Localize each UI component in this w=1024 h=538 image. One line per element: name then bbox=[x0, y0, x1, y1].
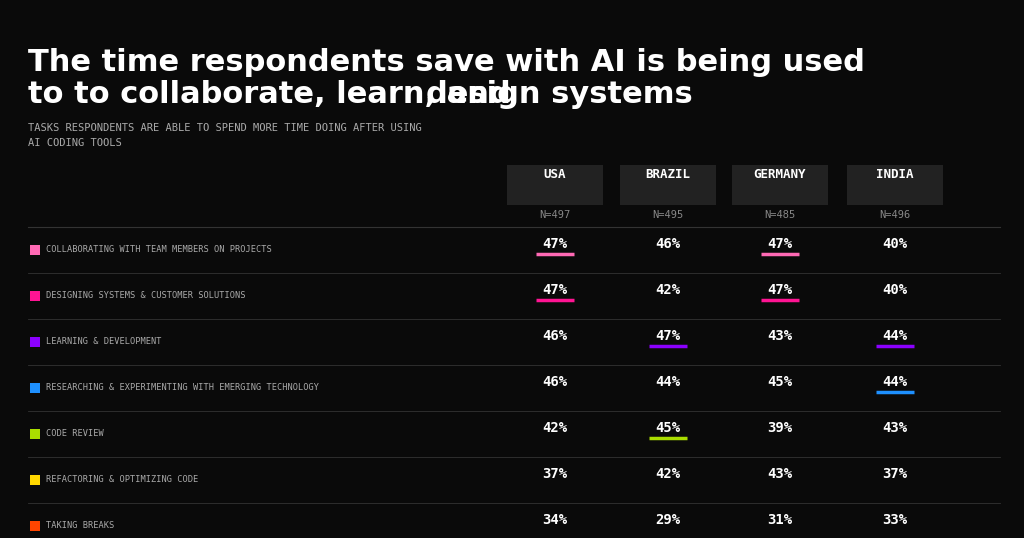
Text: 47%: 47% bbox=[767, 283, 793, 297]
Text: N=497: N=497 bbox=[540, 210, 570, 220]
Text: 42%: 42% bbox=[655, 467, 681, 481]
Text: TAKING BREAKS: TAKING BREAKS bbox=[46, 521, 115, 530]
Text: N=496: N=496 bbox=[880, 210, 910, 220]
Text: to to collaborate, learn, and: to to collaborate, learn, and bbox=[28, 80, 521, 109]
Text: N=485: N=485 bbox=[764, 210, 796, 220]
Text: 47%: 47% bbox=[543, 283, 567, 297]
Text: 43%: 43% bbox=[767, 467, 793, 481]
Text: INDIA: INDIA bbox=[877, 168, 913, 181]
Text: 43%: 43% bbox=[767, 329, 793, 343]
Text: N=495: N=495 bbox=[652, 210, 684, 220]
FancyBboxPatch shape bbox=[732, 165, 828, 205]
Text: TASKS RESPONDENTS ARE ABLE TO SPEND MORE TIME DOING AFTER USING
AI CODING TOOLS: TASKS RESPONDENTS ARE ABLE TO SPEND MORE… bbox=[28, 123, 422, 148]
FancyBboxPatch shape bbox=[30, 429, 40, 439]
Text: 47%: 47% bbox=[543, 237, 567, 251]
Text: 46%: 46% bbox=[655, 237, 681, 251]
FancyBboxPatch shape bbox=[620, 165, 716, 205]
FancyBboxPatch shape bbox=[507, 165, 603, 205]
Text: REFACTORING & OPTIMIZING CODE: REFACTORING & OPTIMIZING CODE bbox=[46, 476, 199, 485]
Text: 46%: 46% bbox=[543, 329, 567, 343]
Text: 46%: 46% bbox=[543, 375, 567, 389]
Text: 42%: 42% bbox=[655, 283, 681, 297]
FancyBboxPatch shape bbox=[30, 383, 40, 393]
Text: 47%: 47% bbox=[655, 329, 681, 343]
FancyBboxPatch shape bbox=[30, 245, 40, 255]
FancyBboxPatch shape bbox=[30, 475, 40, 485]
Text: The time respondents save with AI is being used: The time respondents save with AI is bei… bbox=[28, 48, 865, 77]
Text: COLLABORATING WITH TEAM MEMBERS ON PROJECTS: COLLABORATING WITH TEAM MEMBERS ON PROJE… bbox=[46, 245, 271, 254]
Text: 37%: 37% bbox=[543, 467, 567, 481]
Text: 29%: 29% bbox=[655, 513, 681, 527]
Text: 44%: 44% bbox=[883, 375, 907, 389]
Text: 45%: 45% bbox=[767, 375, 793, 389]
Text: 40%: 40% bbox=[883, 237, 907, 251]
Text: 34%: 34% bbox=[543, 513, 567, 527]
Text: 45%: 45% bbox=[655, 421, 681, 435]
Text: CODE REVIEW: CODE REVIEW bbox=[46, 429, 103, 438]
Text: 33%: 33% bbox=[883, 513, 907, 527]
Text: LEARNING & DEVELOPMENT: LEARNING & DEVELOPMENT bbox=[46, 337, 162, 346]
FancyBboxPatch shape bbox=[30, 337, 40, 347]
Text: 40%: 40% bbox=[883, 283, 907, 297]
Text: 47%: 47% bbox=[767, 237, 793, 251]
Text: 44%: 44% bbox=[883, 329, 907, 343]
Text: 43%: 43% bbox=[883, 421, 907, 435]
FancyBboxPatch shape bbox=[30, 291, 40, 301]
Text: BRAZIL: BRAZIL bbox=[645, 168, 690, 181]
FancyBboxPatch shape bbox=[847, 165, 943, 205]
Text: 37%: 37% bbox=[883, 467, 907, 481]
Text: design systems: design systems bbox=[426, 80, 693, 109]
Text: 44%: 44% bbox=[655, 375, 681, 389]
FancyBboxPatch shape bbox=[30, 521, 40, 531]
Text: GERMANY: GERMANY bbox=[754, 168, 806, 181]
Text: 39%: 39% bbox=[767, 421, 793, 435]
Text: 31%: 31% bbox=[767, 513, 793, 527]
Text: DESIGNING SYSTEMS & CUSTOMER SOLUTIONS: DESIGNING SYSTEMS & CUSTOMER SOLUTIONS bbox=[46, 292, 246, 301]
Text: RESEARCHING & EXPERIMENTING WITH EMERGING TECHNOLOGY: RESEARCHING & EXPERIMENTING WITH EMERGIN… bbox=[46, 384, 319, 393]
Text: USA: USA bbox=[544, 168, 566, 181]
Text: 42%: 42% bbox=[543, 421, 567, 435]
